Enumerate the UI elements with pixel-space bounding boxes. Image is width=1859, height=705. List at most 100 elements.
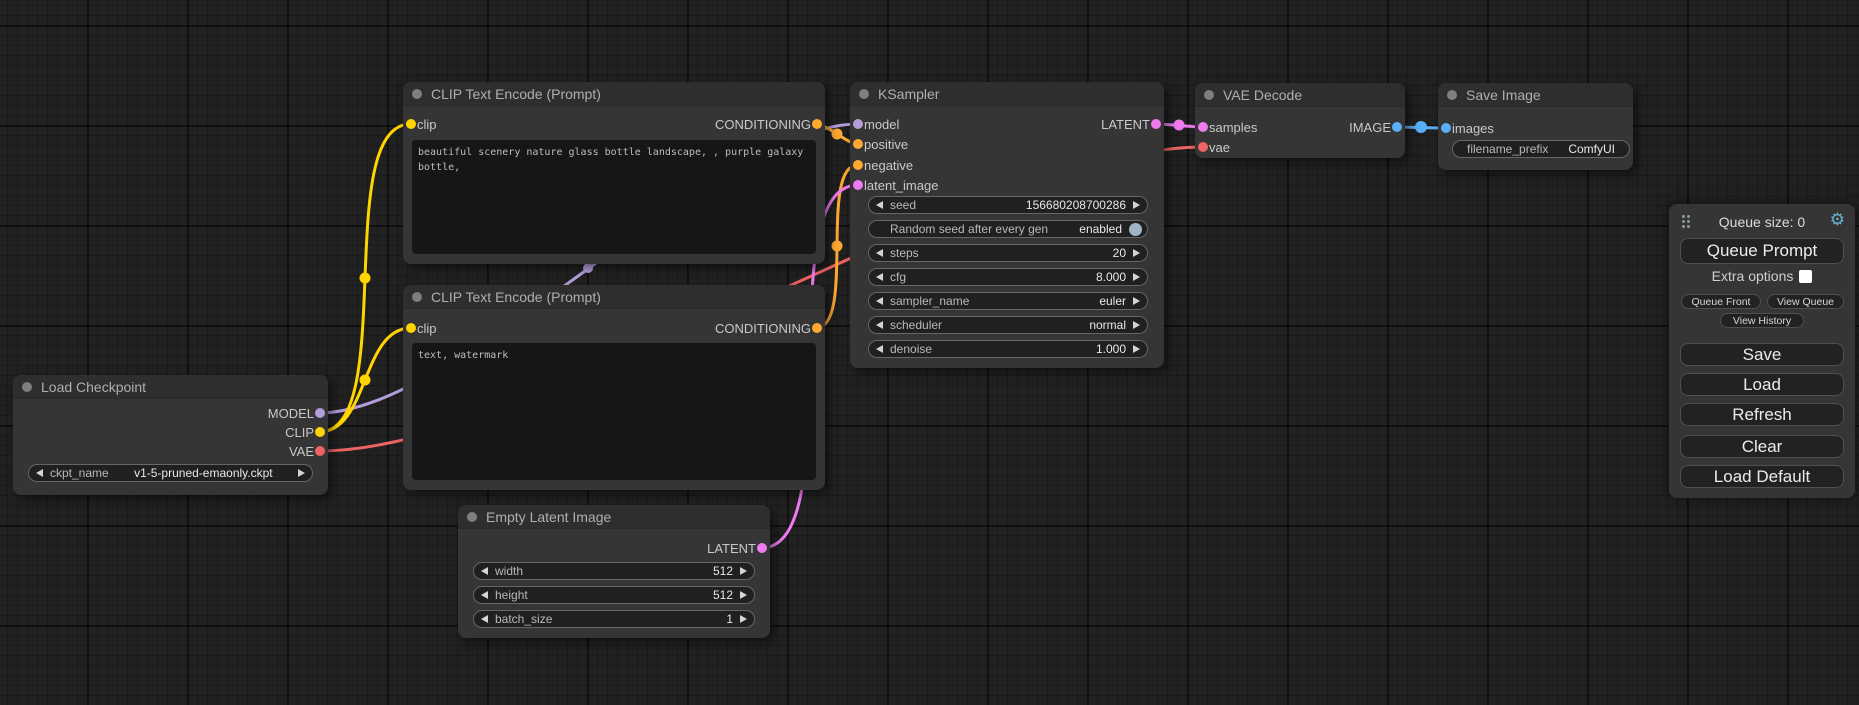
widget-value: 1.000 [1095,342,1126,356]
node-title-bar[interactable]: VAE Decode [1195,83,1405,107]
widget-seed[interactable]: seed 156680208700286 [868,196,1148,214]
decrement-arrow-icon[interactable] [876,297,883,305]
node-title-bar[interactable]: CLIP Text Encode (Prompt) [403,285,825,309]
increment-arrow-icon[interactable] [1133,249,1140,257]
port-label-conditioning: CONDITIONING [714,320,811,336]
increment-arrow-icon[interactable] [298,469,305,477]
widget-ckpt-name[interactable]: ckpt_name v1-5-pruned-emaonly.ckpt [28,464,313,482]
node-title-bar[interactable]: CLIP Text Encode (Prompt) [403,82,825,106]
port-label-negative: negative [864,157,914,173]
port-negative-input[interactable] [853,160,863,170]
increment-arrow-icon[interactable] [1133,201,1140,209]
widget-cfg[interactable]: cfg 8.000 [868,268,1148,286]
node-title-bar[interactable]: Load Checkpoint [13,375,328,399]
decrement-arrow-icon[interactable] [876,345,883,353]
node-title-bar[interactable]: KSampler [850,82,1164,106]
port-samples-input[interactable] [1198,122,1208,132]
collapse-dot-icon[interactable] [1204,89,1214,100]
input-row-latent-image: latent_image [853,175,938,195]
port-model-output[interactable] [315,408,325,418]
port-model-input[interactable] [853,119,863,129]
widget-width[interactable]: width 512 [473,562,755,580]
port-positive-input[interactable] [853,139,863,149]
gear-icon[interactable]: ⚙ [1829,210,1845,229]
load-button[interactable]: Load [1680,373,1844,396]
node-title: Empty Latent Image [486,508,612,525]
port-vae-input[interactable] [1198,142,1208,152]
port-image-output[interactable] [1392,122,1402,132]
refresh-button[interactable]: Refresh [1680,403,1844,426]
port-latent-image-input[interactable] [853,180,863,190]
port-conditioning-output[interactable] [812,119,822,129]
input-row-vae: vae [1198,137,1230,157]
input-row-clip: clip [406,318,437,338]
port-clip-input[interactable] [406,323,416,333]
prompt-textarea[interactable]: beautiful scenery nature glass bottle la… [412,140,816,254]
widget-denoise[interactable]: denoise 1.000 [868,340,1148,358]
node-ksampler[interactable]: KSampler model positive negative latent_… [850,82,1164,368]
collapse-dot-icon[interactable] [412,88,422,99]
increment-arrow-icon[interactable] [1133,345,1140,353]
port-latent-output[interactable] [1151,119,1161,129]
widget-value: euler [1099,294,1126,308]
increment-arrow-icon[interactable] [740,591,747,599]
widget-label: Random seed after every gen [890,222,1049,236]
queue-prompt-button[interactable]: Queue Prompt [1680,238,1844,264]
widget-filename-prefix[interactable]: filename_prefix ComfyUI [1452,140,1630,158]
input-row-images: images [1441,118,1494,138]
decrement-arrow-icon[interactable] [876,273,883,281]
load-default-button[interactable]: Load Default [1680,465,1844,488]
port-clip-output[interactable] [315,427,325,437]
increment-arrow-icon[interactable] [740,567,747,575]
extra-options-checkbox[interactable] [1799,269,1813,283]
port-label-clip: clip [417,116,437,132]
increment-arrow-icon[interactable] [1133,321,1140,329]
collapse-dot-icon[interactable] [467,511,477,522]
port-label-images: images [1452,120,1494,136]
save-button[interactable]: Save [1680,343,1844,366]
decrement-arrow-icon[interactable] [481,615,488,623]
clear-button[interactable]: Clear [1680,435,1844,458]
prompt-textarea[interactable]: text, watermark [412,343,816,480]
node-empty-latent-image[interactable]: Empty Latent Image LATENT width 512 heig… [458,505,770,638]
node-clip-text-encode-positive[interactable]: CLIP Text Encode (Prompt) clip CONDITION… [403,82,825,264]
increment-arrow-icon[interactable] [1133,273,1140,281]
port-latent-output[interactable] [757,543,767,553]
widget-batch-size[interactable]: batch_size 1 [473,610,755,628]
collapse-dot-icon[interactable] [1447,89,1457,100]
decrement-arrow-icon[interactable] [36,469,43,477]
widget-random-seed-toggle[interactable]: Random seed after every gen enabled [868,220,1148,238]
widget-sampler-name[interactable]: sampler_name euler [868,292,1148,310]
port-clip-input[interactable] [406,119,416,129]
node-title-bar[interactable]: Empty Latent Image [458,505,770,529]
decrement-arrow-icon[interactable] [481,567,488,575]
view-history-button[interactable]: View History [1720,313,1804,328]
decrement-arrow-icon[interactable] [481,591,488,599]
queue-front-button[interactable]: Queue Front [1681,294,1761,309]
increment-arrow-icon[interactable] [1133,297,1140,305]
view-queue-button[interactable]: View Queue [1767,294,1844,309]
node-vae-decode[interactable]: VAE Decode samples vae IMAGE [1195,83,1405,158]
port-vae-output[interactable] [315,446,325,456]
node-save-image[interactable]: Save Image images filename_prefix ComfyU… [1438,83,1633,170]
decrement-arrow-icon[interactable] [876,249,883,257]
port-images-input[interactable] [1441,123,1451,133]
widget-height[interactable]: height 512 [473,586,755,604]
node-load-checkpoint[interactable]: Load Checkpoint MODEL CLIP VAE ckpt_name… [13,375,328,495]
port-conditioning-output[interactable] [812,323,822,333]
link-dot-clip-positive [359,272,371,284]
decrement-arrow-icon[interactable] [876,321,883,329]
collapse-dot-icon[interactable] [412,291,422,302]
port-label-latent: LATENT [707,540,756,556]
collapse-dot-icon[interactable] [859,88,869,99]
collapse-dot-icon[interactable] [22,381,32,392]
node-title-bar[interactable]: Save Image [1438,83,1633,107]
decrement-arrow-icon[interactable] [876,201,883,209]
toggle-dot-icon[interactable] [1129,222,1142,236]
widget-steps[interactable]: steps 20 [868,244,1148,262]
drag-handle-icon[interactable] [1682,215,1690,228]
increment-arrow-icon[interactable] [740,615,747,623]
node-clip-text-encode-negative[interactable]: CLIP Text Encode (Prompt) clip CONDITION… [403,285,825,490]
widget-scheduler[interactable]: scheduler normal [868,316,1148,334]
